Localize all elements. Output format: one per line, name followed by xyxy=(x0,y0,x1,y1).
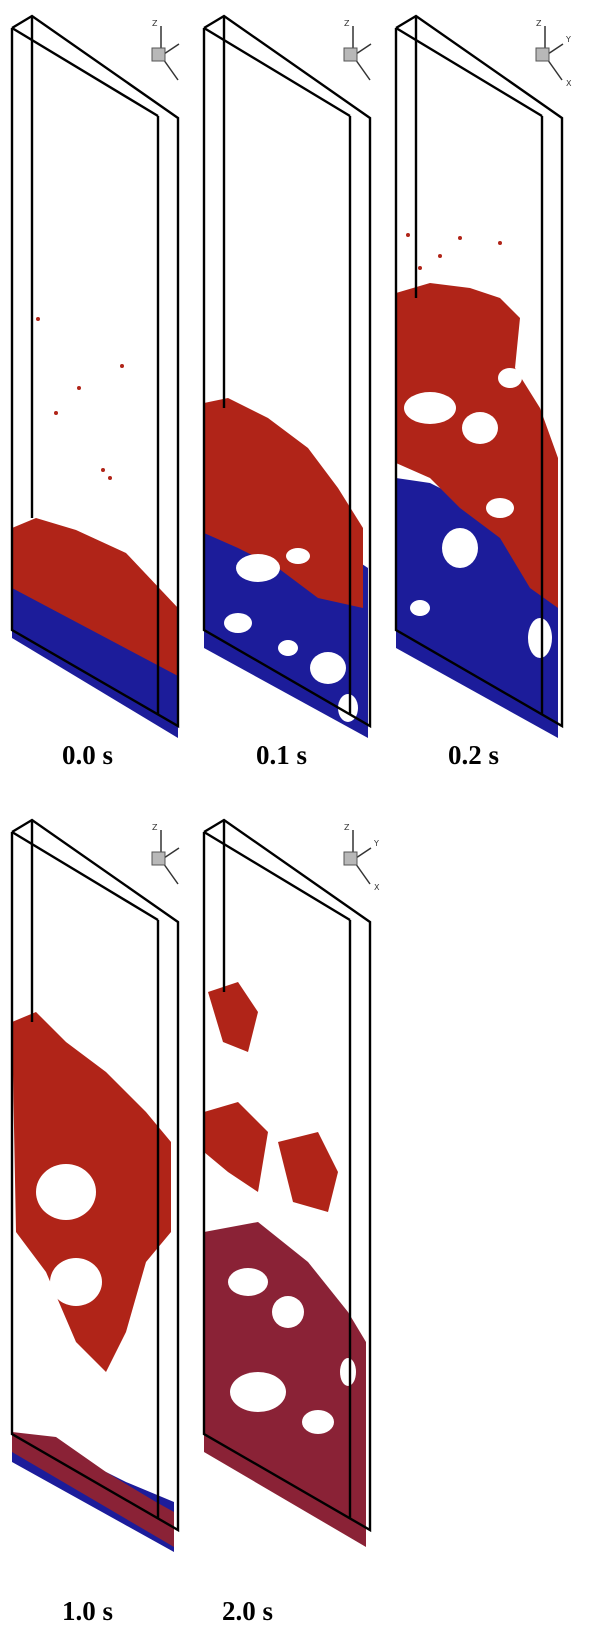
voids xyxy=(224,548,358,722)
axis-label-y: Y xyxy=(565,35,571,44)
box-outline xyxy=(10,818,180,1533)
axis-triad-icon: Z Y X xyxy=(343,823,380,892)
fluidized-bed-render: Z xyxy=(10,14,180,738)
time-caption: 1.0 s xyxy=(62,1596,114,1626)
blue-particle-layer xyxy=(396,478,558,738)
box-outline xyxy=(10,14,180,729)
fluidized-bed-render: Z xyxy=(10,818,180,1552)
axis-label-z: Z xyxy=(344,19,350,28)
red-middle-clusters xyxy=(204,1102,268,1192)
axis-label-z: Z xyxy=(152,823,158,832)
box-outline xyxy=(394,14,564,729)
fluidized-bed-render: Z xyxy=(202,14,372,738)
voids xyxy=(32,1164,158,1426)
axis-label-z: Z xyxy=(536,19,542,28)
voids xyxy=(404,368,552,658)
time-caption: 2.0 s xyxy=(222,1596,274,1626)
stray-particles xyxy=(36,317,124,480)
blue-particle-layer xyxy=(12,580,178,738)
red-particle-layer xyxy=(12,518,178,676)
axis-label-z: Z xyxy=(344,823,350,832)
time-caption: 0.2 s xyxy=(448,740,500,770)
box-outline xyxy=(202,14,372,729)
snapshot-panel-1s: Z 1.0 s xyxy=(6,812,196,1626)
snapshot-panel-0s: Z 0.0 s xyxy=(6,8,196,788)
mixed-particle-layer xyxy=(204,1222,366,1547)
stray-particles xyxy=(406,233,502,270)
axis-label-x: X xyxy=(566,79,572,88)
axis-label-z: Z xyxy=(152,19,158,28)
red-upper-clusters xyxy=(208,982,258,1052)
snapshot-panel-0-2s: Z Y X 0.2 s xyxy=(390,8,580,788)
red-particle-layer xyxy=(204,398,363,608)
snapshot-panel-2s: Z Y X 2.0 s xyxy=(198,812,388,1626)
axis-triad-icon: Z xyxy=(151,823,180,885)
voids xyxy=(228,1268,356,1434)
fluidized-bed-render: Z Y X xyxy=(202,818,380,1547)
axis-triad-icon: Z xyxy=(343,19,372,81)
snapshot-panel-0-1s: Z 0.1 s xyxy=(198,8,388,788)
box-outline xyxy=(202,818,372,1533)
mixed-region xyxy=(12,1432,174,1547)
axis-triad-icon: Z xyxy=(151,19,180,81)
axis-label-x: X xyxy=(374,883,380,892)
red-cluster-right xyxy=(278,1132,338,1212)
axis-label-y: Y xyxy=(373,839,379,848)
axis-triad-icon: Z Y X xyxy=(535,19,572,88)
fluidized-bed-render: Z Y X xyxy=(394,14,572,738)
time-caption: 0.0 s xyxy=(62,740,114,770)
time-caption: 0.1 s xyxy=(256,740,308,770)
red-particle-layer xyxy=(396,283,558,608)
